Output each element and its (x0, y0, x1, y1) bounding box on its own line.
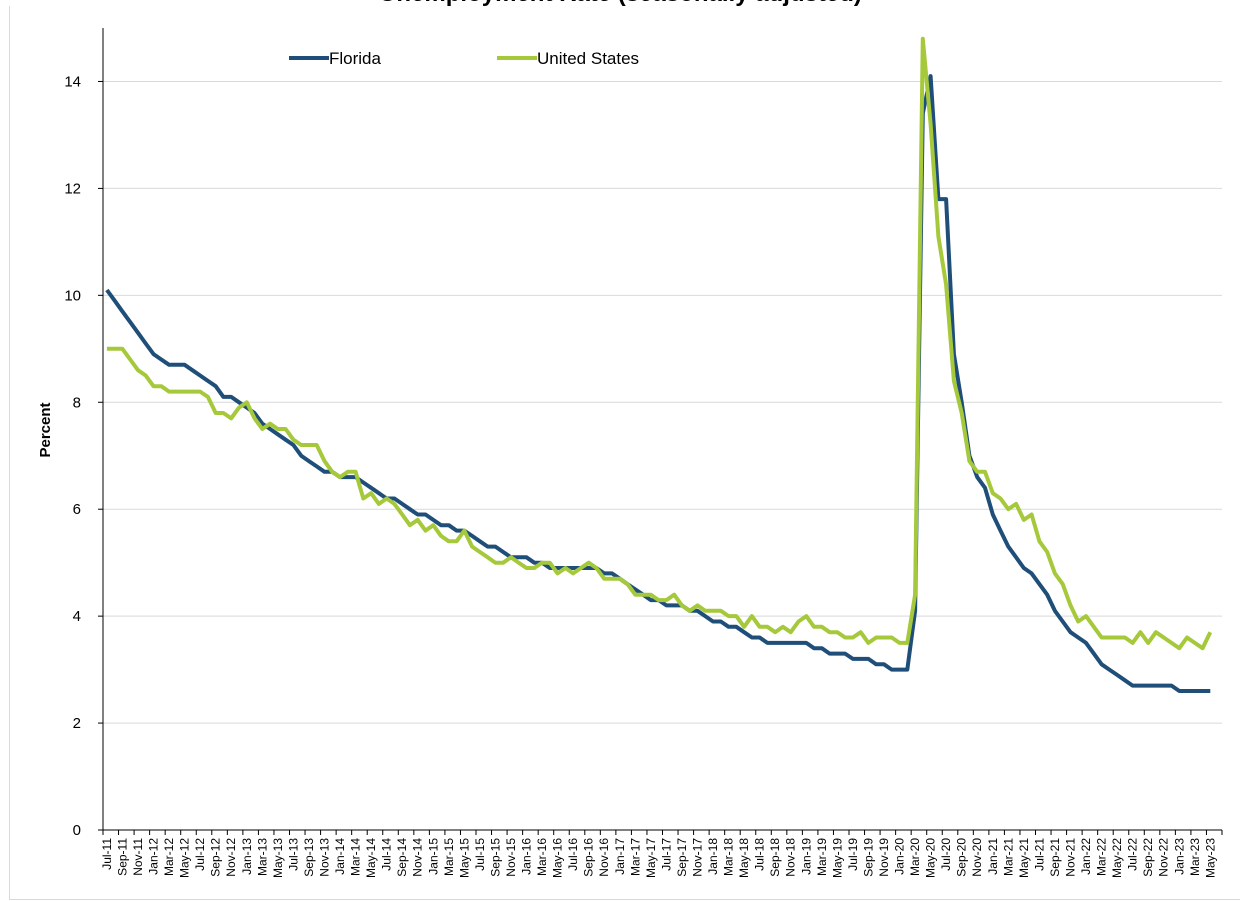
x-tick-label: May-12 (178, 838, 192, 878)
x-tick-label: Jul-14 (380, 838, 394, 871)
x-tick-label: Jul-17 (659, 838, 673, 871)
x-tick-label: Jan-14 (333, 838, 347, 875)
x-tick-label: Nov-14 (411, 838, 425, 877)
x-tick-label: Nov-12 (224, 838, 238, 877)
y-tick-label: 14 (64, 73, 81, 90)
x-tick-label: Mar-13 (255, 838, 269, 876)
x-tick-label: Mar-14 (349, 838, 363, 876)
chart-title: Unemployment Rate (seasonally adjusted) (0, 0, 1241, 8)
chart-frame (9, 6, 1240, 900)
x-tick-label: Sep-21 (1048, 838, 1062, 877)
x-tick-label: Jul-18 (753, 838, 767, 871)
x-axis: Jul-11 Sep-11 Nov-11 Jan-12 Mar-12 May-12 Jul-… (100, 829, 1223, 878)
x-tick-label: Jul-13 (286, 838, 300, 871)
x-tick-label: Jul-21 (1032, 838, 1046, 871)
x-tick-label: Sep-13 (302, 838, 316, 877)
x-tick-label: Mar-17 (628, 838, 642, 876)
x-tick-label: Jan-17 (613, 838, 627, 875)
x-tick-label: Jul-11 (100, 838, 114, 870)
y-tick-label: 8 (73, 394, 81, 411)
x-tick-label: Sep-14 (395, 838, 409, 877)
x-tick-label: Sep-11 (115, 838, 129, 876)
x-tick-label: Nov-16 (597, 838, 611, 877)
x-tick-label: Jan-21 (986, 838, 1000, 875)
x-tick-label: Nov-11 (131, 838, 145, 876)
series-lines (105, 36, 1213, 693)
x-tick-label: May-16 (551, 838, 565, 878)
x-tick-label: Jan-20 (893, 838, 907, 875)
x-tick-label: May-13 (271, 838, 285, 878)
x-tick-label: Mar-15 (442, 838, 456, 876)
x-tick-label: May-18 (737, 838, 751, 878)
x-tick-label: May-21 (1017, 838, 1031, 878)
y-tick-label: 2 (73, 715, 81, 732)
x-tick-label: Mar-12 (162, 838, 176, 876)
x-tick-label: Jul-12 (193, 838, 207, 871)
x-tick-label: Mar-21 (1001, 838, 1015, 876)
x-tick-label: Sep-22 (1141, 838, 1155, 877)
y-tick-label: 4 (73, 608, 81, 625)
x-tick-label: Nov-20 (970, 838, 984, 877)
legend: Florida United States (289, 49, 639, 68)
y-axis: 0 2 4 6 8 10 12 14 (64, 28, 104, 839)
x-tick-label: Jul-20 (939, 838, 953, 871)
x-tick-label: Sep-17 (675, 838, 689, 877)
legend-label: Florida (329, 49, 382, 68)
x-tick-label: Jan-16 (520, 838, 534, 875)
x-tick-label: May-22 (1110, 838, 1124, 878)
x-tick-label: Nov-21 (1064, 838, 1078, 877)
x-tick-label: Nov-15 (504, 838, 518, 877)
y-tick-label: 0 (73, 822, 81, 839)
x-tick-label: Sep-18 (768, 838, 782, 877)
x-tick-label: Jul-15 (473, 838, 487, 871)
x-tick-label: Mar-19 (815, 838, 829, 876)
x-tick-label: Sep-16 (582, 838, 596, 877)
x-tick-label: Jul-16 (566, 838, 580, 871)
x-tick-label: Nov-19 (877, 838, 891, 877)
x-tick-label: Mar-18 (722, 838, 736, 876)
x-tick-label: Jul-19 (846, 838, 860, 871)
x-tick-label: Mar-20 (908, 838, 922, 876)
y-tick-label: 6 (73, 501, 81, 518)
x-tick-label: Jan-22 (1079, 838, 1093, 875)
x-tick-label: Jan-12 (147, 838, 161, 875)
x-tick-label: May-15 (457, 838, 471, 878)
x-tick-label: May-23 (1203, 838, 1217, 878)
x-tick-label: Mar-16 (535, 838, 549, 876)
x-tick-label: Sep-20 (955, 838, 969, 877)
y-axis-label: Percent (37, 402, 54, 457)
x-tick-label: May-14 (364, 838, 378, 878)
x-tick-label: Nov-18 (784, 838, 798, 877)
legend-label: United States (537, 49, 639, 68)
x-tick-label: Mar-22 (1095, 838, 1109, 876)
gridlines (103, 80, 1222, 724)
y-tick-label: 12 (64, 180, 81, 197)
x-tick-label: May-20 (924, 838, 938, 878)
x-tick-label: Jan-23 (1172, 838, 1186, 875)
x-tick-label: Sep-19 (861, 838, 875, 877)
x-tick-label: Jul-22 (1126, 838, 1140, 871)
series-line-united-states (106, 36, 1213, 651)
x-tick-label: Nov-13 (318, 838, 332, 877)
x-tick-label: May-17 (644, 838, 658, 878)
x-tick-label: Sep-12 (209, 838, 223, 877)
x-tick-label: Jan-15 (426, 838, 440, 875)
x-tick-label: Nov-22 (1157, 838, 1171, 877)
x-tick-label: Nov-17 (691, 838, 705, 877)
x-tick-label: Jan-18 (706, 838, 720, 875)
x-tick-label: Mar-23 (1188, 838, 1202, 876)
x-tick-label: Jan-13 (240, 838, 254, 875)
x-tick-label: Jan-19 (799, 838, 813, 875)
x-tick-label: Sep-15 (488, 838, 502, 877)
y-tick-label: 10 (64, 287, 81, 304)
x-tick-label: May-19 (830, 838, 844, 878)
